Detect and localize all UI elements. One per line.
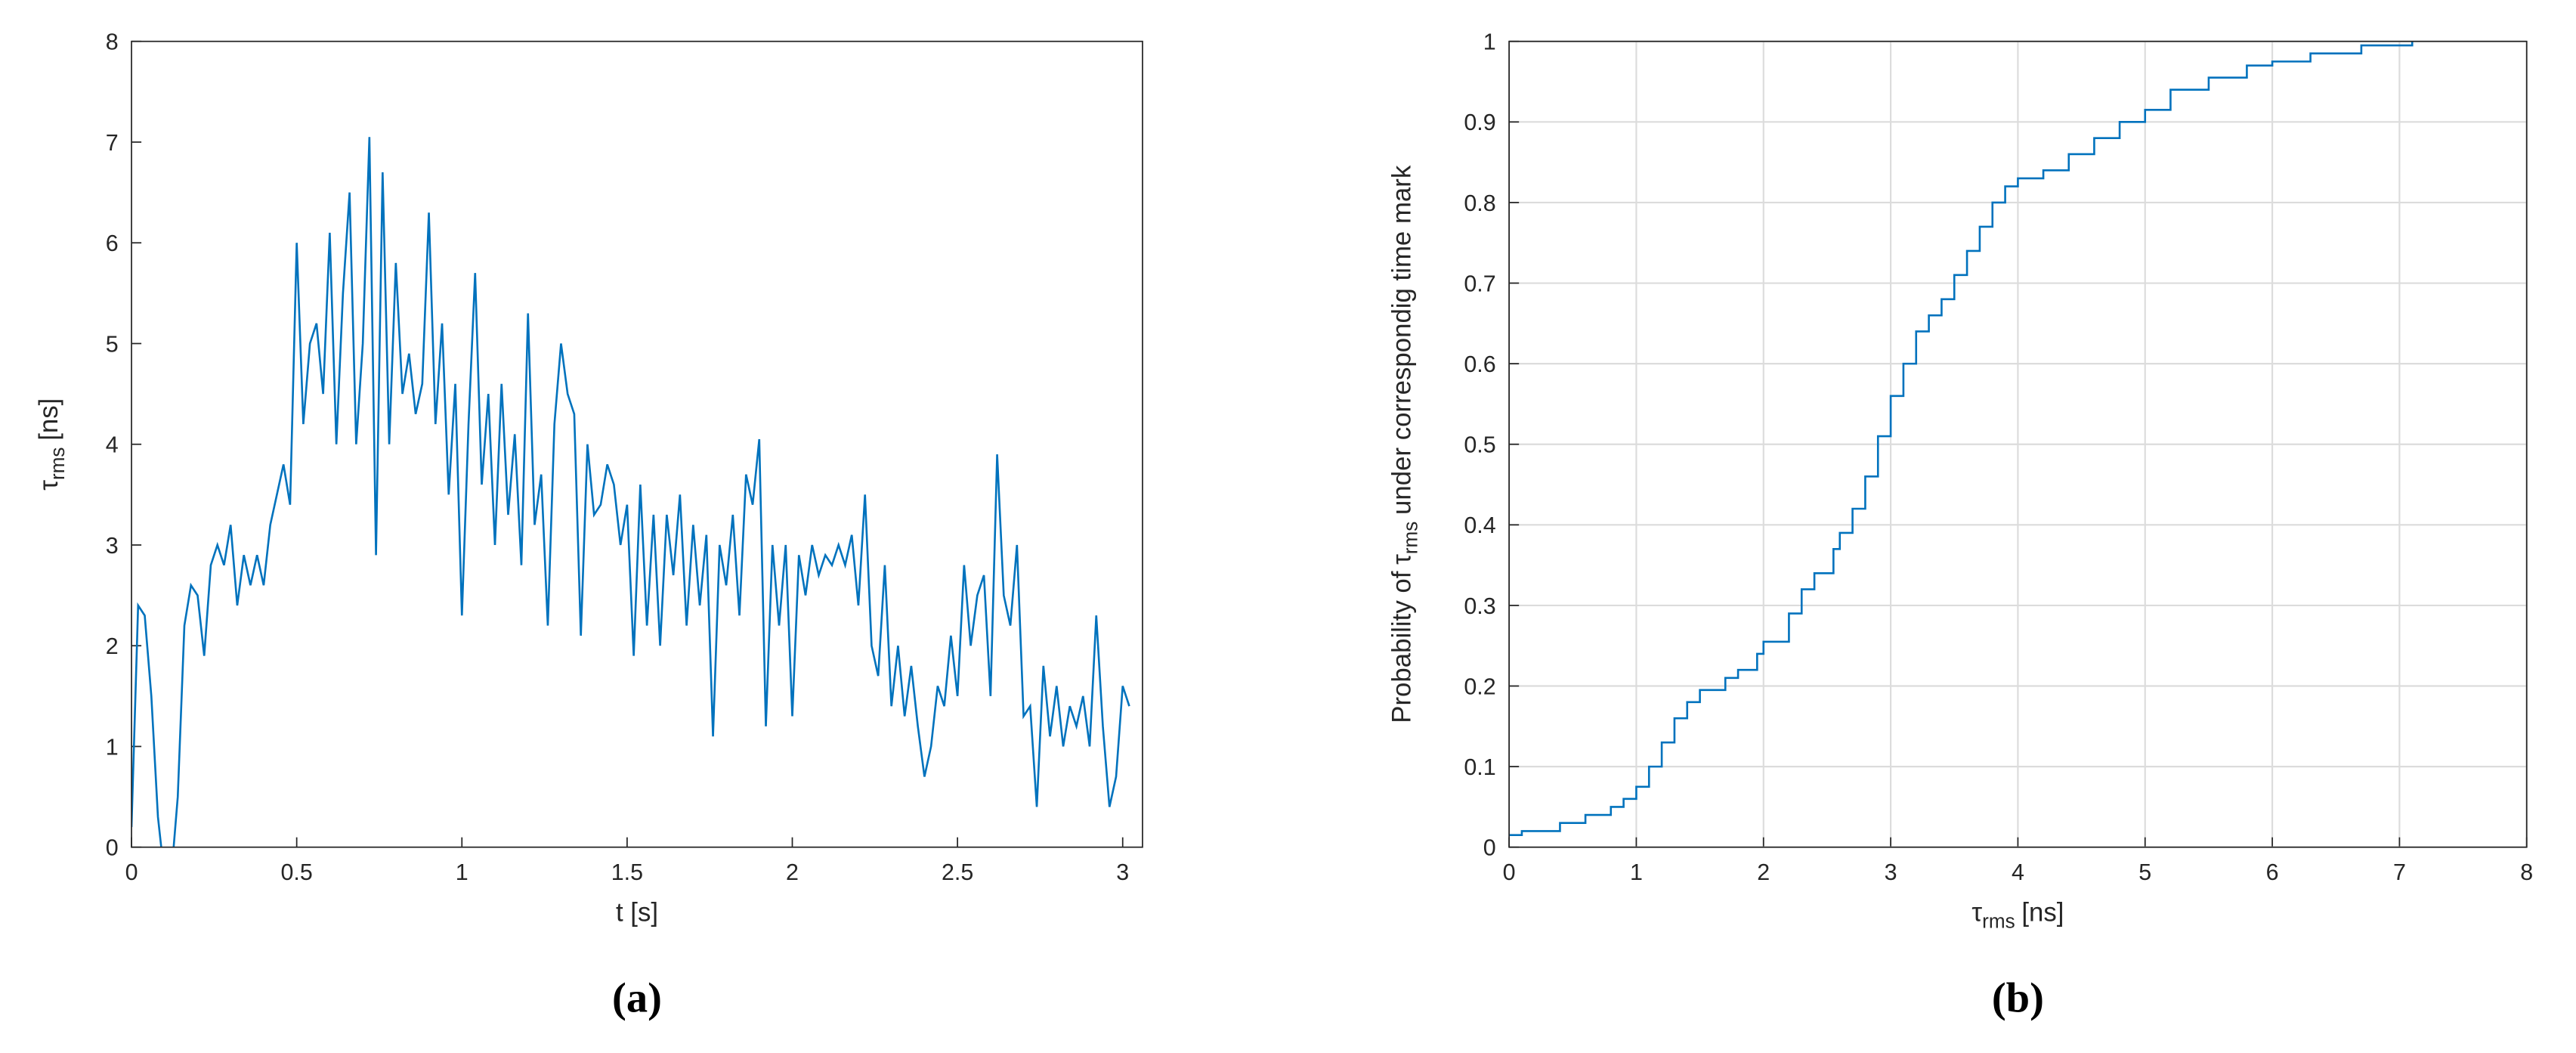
- data-line: [131, 137, 1130, 847]
- x-tick-label: 6: [2266, 859, 2279, 885]
- y-tick-label: 0.9: [1464, 110, 1495, 135]
- x-tick-label: 2: [786, 859, 799, 885]
- label-part: rms: [1982, 909, 2015, 932]
- label-part: [ns]: [34, 398, 63, 441]
- x-tick-label: 1.5: [611, 859, 643, 885]
- y-tick-label: 0: [106, 835, 119, 861]
- data-line: [1509, 41, 2414, 837]
- y-tick-label: 2: [106, 633, 119, 659]
- label-part: rms: [46, 448, 69, 480]
- y-tick-label: 0.7: [1464, 271, 1495, 296]
- y-axis-label: Probability of τrms under correspondig tim…: [1387, 165, 1422, 723]
- x-tick-label: 7: [2393, 859, 2406, 885]
- plot-area: [131, 41, 1143, 847]
- x-tick-label: 2.5: [942, 859, 973, 885]
- y-tick-label: 0.2: [1464, 674, 1495, 699]
- label-part: under correspondig time mark: [1387, 165, 1417, 515]
- label-part: τ: [34, 480, 63, 491]
- y-tick-label: 1: [1483, 29, 1496, 55]
- y-tick-label: 3: [106, 533, 119, 559]
- x-tick-label: 5: [2138, 859, 2151, 885]
- y-tick-label: 0.1: [1464, 754, 1495, 780]
- y-tick-label: 7: [106, 130, 119, 156]
- x-tick-label: 1: [456, 859, 469, 885]
- x-tick-label: 0.5: [280, 859, 312, 885]
- label-part: rms: [1399, 522, 1421, 554]
- caption: (a): [612, 974, 662, 1021]
- axes-box: [1508, 40, 2528, 848]
- x-tick-label: 1: [1630, 859, 1643, 885]
- y-tick-label: 0.4: [1464, 513, 1495, 538]
- y-tick-label: 5: [106, 331, 119, 357]
- x-tick-label: 2: [1757, 859, 1770, 885]
- y-tick-label: 0.5: [1464, 432, 1495, 458]
- label-part: τ: [1971, 898, 1982, 928]
- x-tick-label: 8: [2520, 859, 2533, 885]
- y-tick-label: 4: [106, 432, 119, 458]
- x-tick-label: 4: [2012, 859, 2024, 885]
- y-tick-label: 0.8: [1464, 190, 1495, 216]
- axes-box: [131, 40, 1143, 848]
- y-tick-label: 0.6: [1464, 352, 1495, 377]
- label-part: t [s]: [616, 898, 658, 928]
- label-part: [ns]: [2021, 898, 2064, 928]
- caption: (b): [1992, 974, 2044, 1021]
- label-part: Probability of: [1387, 571, 1417, 723]
- x-axis-label: t [s]: [616, 898, 658, 928]
- y-tick-label: 8: [106, 29, 119, 55]
- label-part: τ: [1387, 554, 1417, 565]
- y-tick-label: 0.3: [1464, 593, 1495, 619]
- x-tick-label: 0: [125, 859, 138, 885]
- x-tick-label: 3: [1116, 859, 1129, 885]
- y-tick-label: 0: [1483, 835, 1496, 861]
- y-tick-label: 6: [106, 231, 119, 256]
- x-axis-label: τrms [ns]: [1971, 898, 2064, 933]
- x-tick-label: 0: [1503, 859, 1516, 885]
- y-tick-label: 1: [106, 734, 119, 760]
- x-tick-label: 3: [1885, 859, 1897, 885]
- y-axis-label: τrms [ns]: [34, 398, 69, 491]
